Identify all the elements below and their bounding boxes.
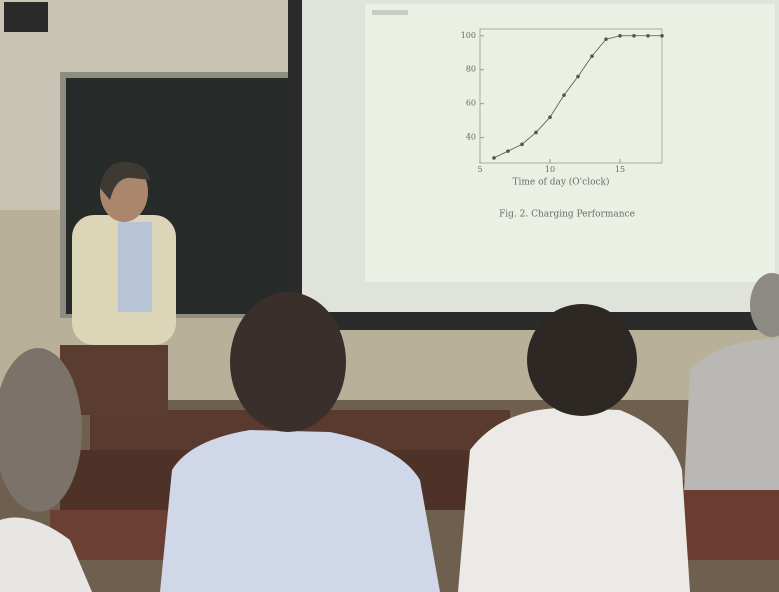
data-point — [646, 33, 650, 38]
plot-frame — [479, 28, 663, 164]
data-point — [576, 74, 580, 79]
y-tick-label: 80 — [466, 65, 476, 74]
data-point — [548, 115, 552, 120]
audience-shirt — [0, 517, 92, 592]
data-point — [562, 93, 566, 97]
slide-caption: Fig. 2. Charging Performance — [499, 210, 635, 220]
data-point — [632, 33, 636, 38]
data-point — [660, 33, 664, 38]
x-tick-label: 15 — [615, 165, 625, 174]
x-axis-label: Time of day (O'clock) — [513, 177, 610, 188]
data-point — [604, 37, 608, 41]
desk-row — [670, 480, 779, 560]
slide — [365, 4, 775, 282]
audience-jacket — [684, 338, 779, 490]
slide-chart: 40 60 80 100 5 10 15 Time of day (O'clock) — [461, 28, 664, 188]
y-tick-label: 60 — [466, 99, 476, 108]
audience-head — [0, 348, 82, 512]
audience-head — [527, 304, 637, 416]
y-tick-label: 40 — [466, 133, 476, 142]
audience-shirt — [458, 408, 690, 592]
audience-shirt — [160, 430, 440, 592]
speaker-shirt — [118, 222, 152, 312]
y-tick-label: 100 — [461, 31, 476, 40]
data-point — [520, 142, 524, 147]
data-point — [534, 130, 538, 135]
data-point — [590, 54, 594, 58]
x-tick-label: 5 — [477, 165, 482, 174]
data-point — [492, 156, 496, 160]
speaker-box — [4, 2, 48, 32]
audience-head — [230, 292, 346, 432]
data-point — [618, 33, 622, 38]
slide-logo — [372, 10, 408, 15]
audience-head — [750, 273, 779, 337]
data-point — [506, 149, 510, 153]
speaker-hair — [100, 161, 150, 200]
x-tick-label: 10 — [545, 165, 555, 174]
